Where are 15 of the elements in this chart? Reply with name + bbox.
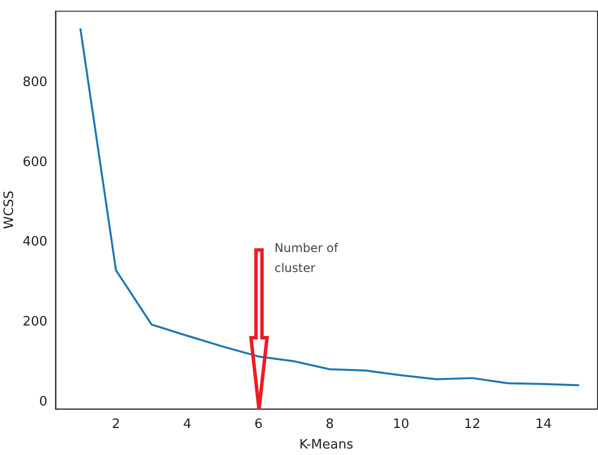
annotation: Number of cluster — [274, 240, 340, 277]
y-tick-label: 200 — [22, 314, 48, 330]
y-tick-label: 400 — [22, 234, 48, 250]
x-axis-title: K-Means — [299, 438, 354, 453]
x-tick-label: 10 — [392, 416, 410, 432]
x-tick-label: 8 — [326, 416, 334, 432]
y-tick-label: 800 — [22, 75, 48, 90]
x-tick-label: 2 — [112, 416, 120, 432]
y-axis-title: WCSS — [2, 190, 18, 230]
x-tick-label: 12 — [464, 416, 481, 432]
y-tick-label: 0 — [39, 394, 48, 410]
x-tick-label: 6 — [254, 416, 263, 432]
x-tick-label: 14 — [535, 416, 552, 432]
x-tick-label: 4 — [183, 416, 192, 432]
y-tick-label: 600 — [22, 154, 48, 170]
